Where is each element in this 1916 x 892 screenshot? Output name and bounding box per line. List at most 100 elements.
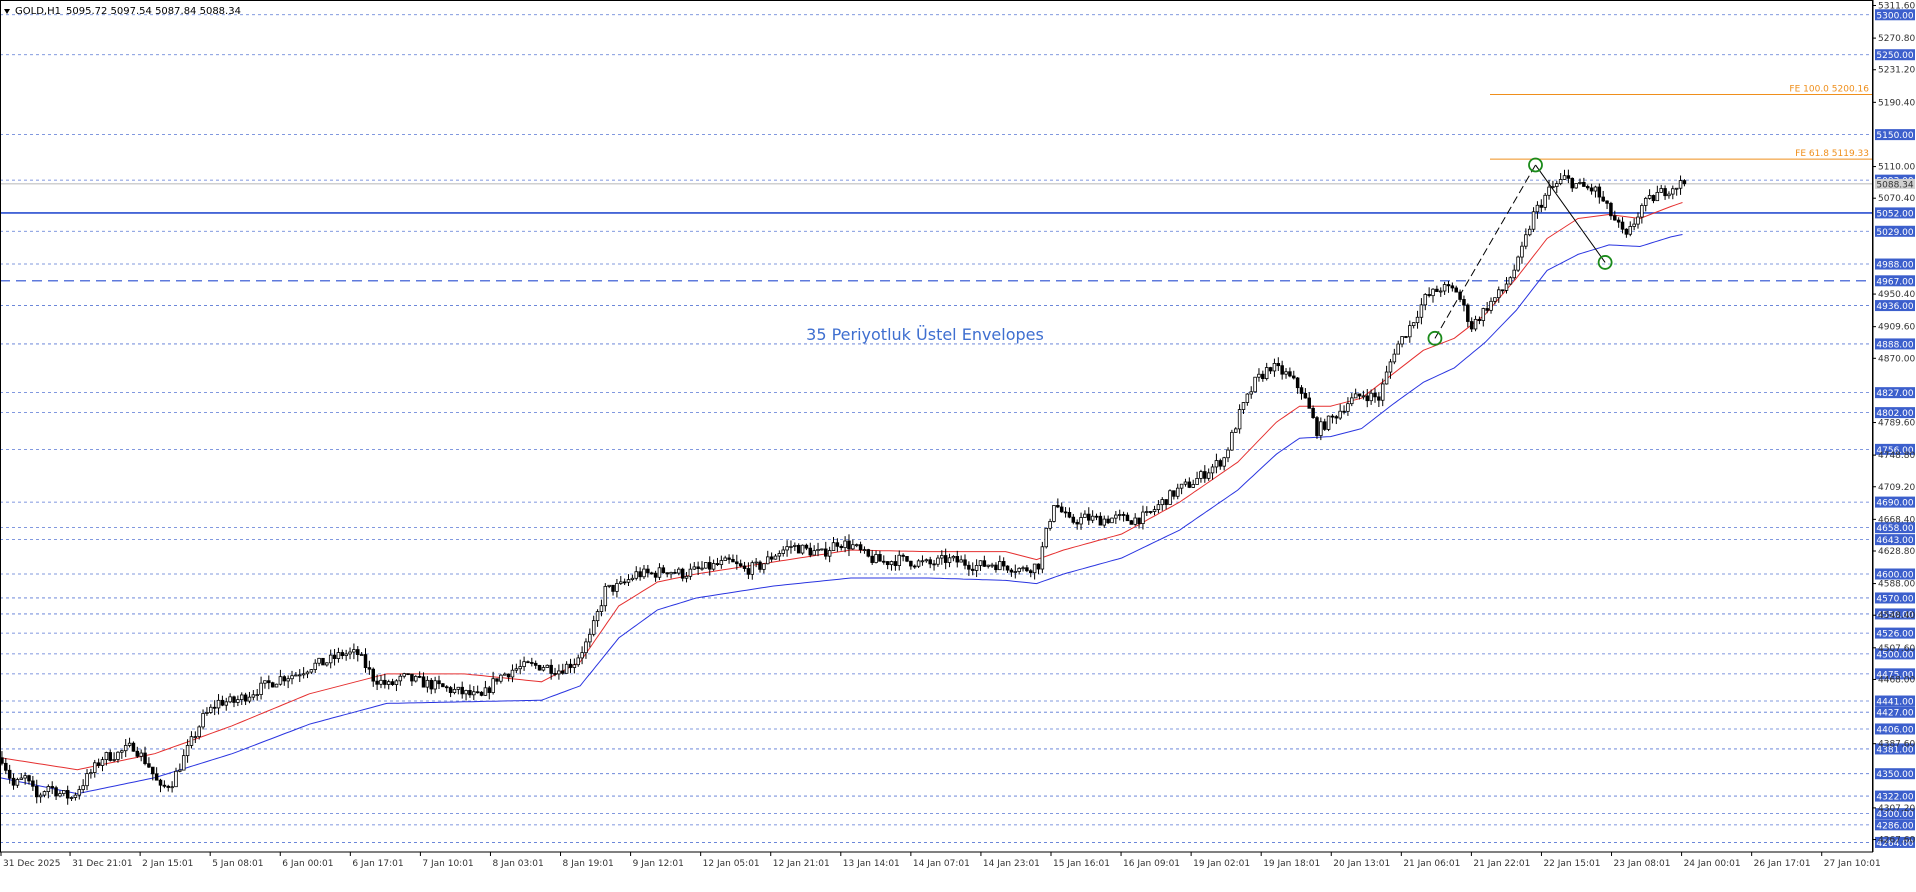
candle-body bbox=[1125, 514, 1130, 522]
time-axis-tick-label: 31 Dec 2025 bbox=[3, 859, 61, 869]
candle-body bbox=[1063, 511, 1068, 514]
candle-body bbox=[1230, 431, 1234, 451]
candle-body bbox=[1048, 521, 1052, 529]
candle-body bbox=[576, 657, 580, 666]
chart-header: GOLD,H1 5095.72 5097.54 5087.84 5088.34 bbox=[4, 6, 241, 17]
level-price-label: 4286.00 bbox=[1876, 821, 1913, 831]
candle-body bbox=[62, 790, 66, 794]
candle-body bbox=[348, 651, 352, 655]
candle-body bbox=[1102, 518, 1107, 526]
candle-body bbox=[1562, 175, 1567, 180]
current-price-label-bg bbox=[1875, 178, 1915, 189]
candle-body bbox=[456, 686, 461, 690]
time-axis-tick-label: 20 Jan 13:01 bbox=[1333, 859, 1390, 869]
candle-body bbox=[1025, 567, 1029, 572]
candle-body bbox=[162, 784, 167, 787]
candle-body bbox=[371, 668, 375, 682]
time-axis-tick-label: 21 Jan 06:01 bbox=[1403, 859, 1460, 869]
level-price-label-bg bbox=[1875, 522, 1915, 534]
candle-body bbox=[785, 546, 789, 551]
level-price-label: 5052.00 bbox=[1876, 209, 1913, 219]
time-axis-tick-label: 24 Jan 00:01 bbox=[1684, 859, 1741, 869]
candle-body bbox=[263, 680, 267, 684]
candle-body bbox=[1678, 180, 1683, 189]
price-axis-tick-label: 5070.40 bbox=[1878, 194, 1915, 204]
level-price-label-bg bbox=[1875, 608, 1915, 620]
candle-body bbox=[356, 649, 360, 655]
candle-body bbox=[1245, 393, 1250, 403]
candle-body bbox=[100, 759, 105, 766]
price-axis-tick-label: 4307.20 bbox=[1878, 804, 1915, 814]
candle-body bbox=[120, 750, 124, 753]
candle-body bbox=[545, 664, 550, 668]
candle-body bbox=[568, 663, 573, 668]
candle-body bbox=[510, 669, 515, 678]
candle-body bbox=[359, 654, 364, 656]
plot-frame bbox=[0, 0, 1873, 853]
candle-body bbox=[1083, 513, 1087, 518]
candle-body bbox=[1052, 505, 1056, 522]
candle-body bbox=[955, 555, 960, 563]
candle-body bbox=[386, 681, 391, 685]
price-axis-tick-label: 4789.60 bbox=[1878, 419, 1915, 429]
candle-body bbox=[1303, 393, 1308, 399]
candle-body bbox=[1175, 487, 1180, 497]
candle-body bbox=[23, 775, 27, 779]
candle-body bbox=[951, 555, 956, 559]
level-price-label-bg bbox=[1875, 258, 1915, 270]
candle-body bbox=[58, 793, 62, 797]
candle-body bbox=[441, 683, 445, 688]
candle-body bbox=[959, 559, 963, 563]
level-price-label: 4550.00 bbox=[1876, 610, 1913, 620]
time-axis-tick-label: 6 Jan 17:01 bbox=[352, 859, 403, 869]
candle-body bbox=[1307, 397, 1311, 409]
candle-body bbox=[1481, 308, 1486, 321]
level-price-label: 4600.00 bbox=[1876, 570, 1913, 580]
price-series bbox=[0, 169, 1687, 805]
candle-body bbox=[893, 561, 898, 566]
candle-body bbox=[812, 550, 816, 556]
candle-body bbox=[1133, 517, 1137, 525]
candle-body bbox=[464, 690, 468, 695]
price-axis-tick-label: 4870.00 bbox=[1878, 354, 1915, 364]
candle-body bbox=[1203, 471, 1207, 479]
candle-body bbox=[1179, 483, 1184, 489]
level-price-label-bg bbox=[1875, 627, 1915, 639]
candle-body bbox=[673, 571, 677, 574]
candle-body bbox=[1601, 196, 1605, 202]
candle-body bbox=[820, 548, 824, 551]
candle-body bbox=[205, 712, 209, 714]
candle-body bbox=[1643, 197, 1648, 206]
price-axis-tick-label: 5110.00 bbox=[1878, 163, 1915, 173]
candle-body bbox=[537, 664, 542, 671]
time-axis-tick-label: 16 Jan 09:01 bbox=[1123, 859, 1180, 869]
candle-body bbox=[294, 674, 298, 677]
candle-body bbox=[1187, 481, 1192, 488]
candle-body bbox=[553, 673, 557, 675]
candle-body bbox=[920, 560, 925, 563]
candle-body bbox=[1589, 187, 1594, 192]
candle-body bbox=[1365, 395, 1370, 402]
candle-body bbox=[901, 554, 905, 557]
candle-body bbox=[909, 560, 913, 567]
candle-body bbox=[963, 559, 967, 566]
fibonacci-expansion[interactable]: FE 100.0 5200.16 FE 61.8 5119.33 bbox=[1490, 85, 1872, 160]
candle-body bbox=[1384, 371, 1389, 385]
menu-triangle-icon[interactable] bbox=[4, 9, 10, 14]
candle-body bbox=[65, 790, 70, 799]
time-axis-tick-label: 6 Jan 00:01 bbox=[282, 859, 333, 869]
candle-body bbox=[526, 661, 530, 664]
candle-body bbox=[54, 787, 58, 797]
level-price-label-bg bbox=[1875, 275, 1915, 287]
candle-body bbox=[831, 542, 836, 551]
candle-body bbox=[1582, 182, 1586, 187]
indicator-annotation: 35 Periyotluk Üstel Envelopes bbox=[806, 325, 1044, 344]
candle-body bbox=[572, 664, 577, 668]
candle-body bbox=[940, 555, 944, 559]
level-price-label: 4643.00 bbox=[1876, 536, 1913, 546]
candle-body bbox=[1210, 466, 1215, 474]
level-price-label: 5029.00 bbox=[1876, 228, 1913, 238]
